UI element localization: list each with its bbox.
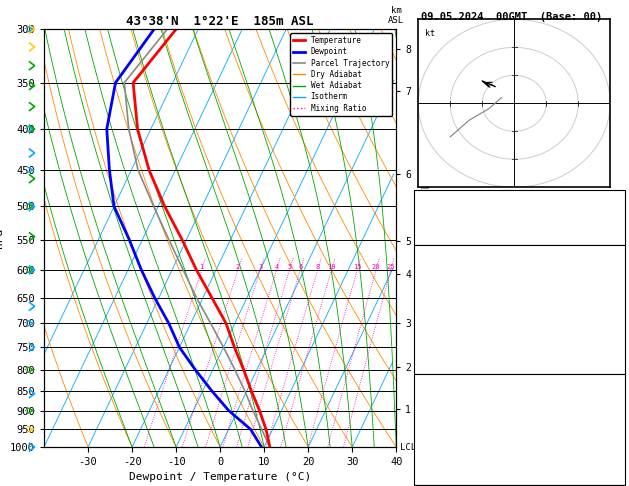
Text: Dewp (°C): Dewp (°C)	[417, 286, 470, 296]
Text: 5: 5	[287, 264, 292, 270]
Text: 2: 2	[236, 264, 240, 270]
Y-axis label: hPa: hPa	[0, 228, 4, 248]
Text: 10: 10	[327, 264, 336, 270]
Text: 2.31: 2.31	[598, 231, 621, 241]
Text: 09.05.2024  00GMT  (Base: 00): 09.05.2024 00GMT (Base: 00)	[421, 12, 603, 22]
Text: 20: 20	[372, 264, 381, 270]
Text: CIN (J): CIN (J)	[417, 360, 458, 370]
Text: 15: 15	[353, 264, 362, 270]
Text: 8: 8	[316, 264, 320, 270]
Title: 43°38'N  1°22'E  185m ASL: 43°38'N 1°22'E 185m ASL	[126, 15, 314, 28]
Text: Surface: Surface	[499, 249, 540, 259]
Text: LCL: LCL	[400, 443, 416, 451]
Text: kt: kt	[425, 29, 435, 38]
Text: 0: 0	[616, 342, 621, 351]
Text: 1: 1	[199, 264, 204, 270]
Text: 312: 312	[604, 416, 621, 425]
Text: K: K	[417, 194, 423, 204]
Text: 25: 25	[387, 264, 395, 270]
Text: Pressure (mb): Pressure (mb)	[417, 397, 493, 407]
Text: Most Unstable: Most Unstable	[481, 379, 557, 388]
Text: 2: 2	[616, 434, 621, 444]
Text: Totals Totals: Totals Totals	[417, 212, 493, 222]
Text: CAPE (J): CAPE (J)	[417, 342, 464, 351]
Text: 48: 48	[610, 212, 621, 222]
Text: θₑ(K): θₑ(K)	[417, 305, 447, 314]
Text: 0: 0	[616, 360, 621, 370]
Text: 11.3: 11.3	[598, 268, 621, 278]
X-axis label: Dewpoint / Temperature (°C): Dewpoint / Temperature (°C)	[129, 472, 311, 483]
Text: 7: 7	[616, 323, 621, 333]
Text: 305: 305	[604, 305, 621, 314]
Text: Lifted Index: Lifted Index	[417, 323, 487, 333]
Text: 9.4: 9.4	[604, 286, 621, 296]
Text: km
ASL: km ASL	[388, 5, 404, 25]
Text: 3: 3	[258, 264, 262, 270]
Text: 0: 0	[616, 452, 621, 462]
Text: Lifted Index: Lifted Index	[417, 434, 487, 444]
Text: 24: 24	[610, 194, 621, 204]
Text: 850: 850	[604, 397, 621, 407]
Text: 0: 0	[616, 471, 621, 481]
Text: 6: 6	[298, 264, 303, 270]
Text: Temp (°C): Temp (°C)	[417, 268, 470, 278]
Legend: Temperature, Dewpoint, Parcel Trajectory, Dry Adiabat, Wet Adiabat, Isotherm, Mi: Temperature, Dewpoint, Parcel Trajectory…	[290, 33, 392, 116]
Text: CAPE (J): CAPE (J)	[417, 452, 464, 462]
Y-axis label: Mixing Ratio (g/kg): Mixing Ratio (g/kg)	[418, 182, 428, 294]
Text: 4: 4	[274, 264, 279, 270]
Text: PW (cm): PW (cm)	[417, 231, 458, 241]
Text: CIN (J): CIN (J)	[417, 471, 458, 481]
Text: θₑ (K): θₑ (K)	[417, 416, 452, 425]
